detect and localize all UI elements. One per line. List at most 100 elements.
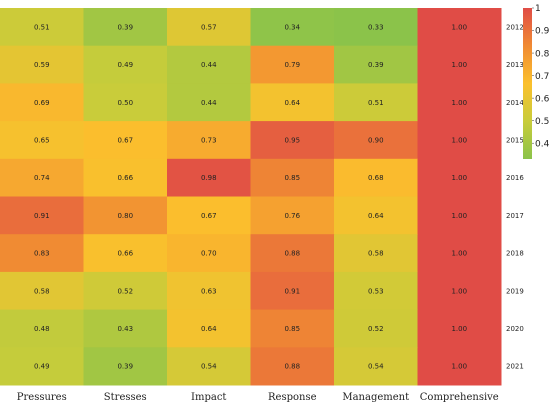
heatmap-cell	[0, 271, 84, 311]
heatmap-cell	[417, 234, 502, 273]
cell-value-label: 0.91	[34, 212, 50, 220]
heatmap-cell	[334, 45, 418, 84]
heatmap-cell	[334, 234, 418, 273]
cell-value-label: 0.98	[201, 174, 217, 182]
heatmap-cell	[83, 347, 168, 386]
cell-value-label: 0.52	[368, 325, 384, 333]
colorbar: 1 0.9 0.8 0.7 0.6 0.5 0.4	[523, 4, 550, 159]
heatmap-cell	[0, 196, 84, 235]
cell-value-label: 1.00	[451, 325, 467, 333]
heatmap-cell	[417, 196, 502, 235]
heatmap-cell	[83, 121, 168, 160]
row-tick-label: 2018	[506, 250, 524, 258]
heatmap-cell	[334, 271, 418, 311]
row-tick-label: 2021	[506, 363, 524, 371]
heatmap-cell	[83, 271, 168, 311]
heatmap-cell	[167, 158, 251, 197]
heatmap-cell	[334, 309, 418, 348]
heatmap-cell	[250, 309, 335, 348]
heatmap-cell	[83, 196, 168, 235]
heatmap-cell	[417, 121, 502, 160]
cell-value-label: 0.33	[368, 23, 384, 31]
cell-value-label: 0.88	[284, 363, 300, 371]
heatmap-cell	[334, 196, 418, 235]
row-labels: 2012 2013 2014 2015 2016 2017 2018 2019 2020 2021	[506, 23, 524, 370]
cell-value-label: 1.00	[451, 250, 467, 258]
heatmap-cell	[417, 347, 502, 386]
cell-value-label: 0.67	[201, 212, 217, 220]
cell-value-label: 0.66	[117, 174, 133, 182]
heatmap-cell	[0, 45, 84, 84]
cell-value-label: 0.68	[368, 174, 384, 182]
cell-value-label: 0.85	[284, 325, 300, 333]
cell-value-label: 0.76	[284, 212, 300, 220]
heatmap-cell	[417, 8, 502, 47]
cell-value-label: 0.54	[368, 363, 384, 371]
heatmap-cell	[0, 121, 84, 160]
heatmap-cell	[417, 83, 502, 122]
cell-value-label: 0.54	[201, 363, 217, 371]
colorbar-tick-label: 1	[535, 4, 541, 14]
heatmap-cell	[250, 271, 335, 311]
cell-value-label: 0.58	[34, 287, 50, 295]
cell-value-label: 0.80	[117, 212, 133, 220]
cell-value-label: 0.49	[34, 363, 50, 371]
cell-value-label: 0.64	[368, 212, 384, 220]
cell-value-label: 0.66	[117, 250, 133, 258]
column-tick-label: Management	[342, 392, 409, 403]
heatmap-cell	[334, 8, 418, 47]
row-tick-label: 2015	[506, 136, 524, 144]
colorbar-tick-label: 0.5	[535, 117, 549, 127]
cell-value-label: 0.67	[117, 136, 133, 144]
cell-value-label: 0.39	[117, 23, 133, 31]
cell-value-label: 0.44	[201, 99, 217, 107]
cell-value-label: 1.00	[451, 99, 467, 107]
heatmap-cell	[250, 158, 335, 197]
heatmap-cell	[83, 83, 168, 122]
cell-value-label: 0.95	[284, 136, 300, 144]
cell-value-label: 0.73	[201, 136, 217, 144]
cell-value-label: 1.00	[451, 23, 467, 31]
colorbar-gradient	[523, 8, 532, 159]
heatmap-cell	[334, 347, 418, 386]
heatmap-cells: 0.51 0.39 0.57 0.34 0.33 1.00 0.59 0.49 0.44 0.79…	[0, 8, 502, 386]
heatmap-cell	[0, 347, 84, 386]
colorbar-tick-label: 0.4	[535, 139, 550, 149]
cell-value-label: 0.88	[284, 250, 300, 258]
row-tick-label: 2012	[506, 23, 524, 31]
cell-value-label: 0.43	[117, 325, 133, 333]
heatmap-cell	[250, 45, 335, 84]
heatmap-cell	[0, 158, 84, 197]
cell-value-label: 0.91	[284, 287, 300, 295]
column-tick-label: Stresses	[104, 392, 147, 403]
heatmap-cell	[167, 234, 251, 273]
cell-value-label: 0.63	[201, 287, 217, 295]
column-tick-label: Pressures	[17, 392, 67, 403]
column-tick-label: Comprehensive	[420, 392, 499, 403]
cell-value-label: 1.00	[451, 136, 467, 144]
heatmap-cell	[250, 347, 335, 386]
row-tick-label: 2019	[506, 287, 524, 295]
row-tick-label: 2013	[506, 61, 524, 69]
cell-value-label: 0.64	[284, 99, 300, 107]
heatmap-cell	[334, 121, 418, 160]
row-tick-label: 2014	[506, 99, 524, 107]
heatmap-cell	[334, 83, 418, 122]
heatmap-cell	[0, 234, 84, 273]
cell-value-label: 1.00	[451, 61, 467, 69]
heatmap-cell	[83, 158, 168, 197]
row-tick-label: 2020	[506, 325, 524, 333]
heatmap-cell	[250, 234, 335, 273]
heatmap-cell	[167, 8, 251, 47]
cell-value-label: 1.00	[451, 287, 467, 295]
colorbar-tick-label: 0.6	[535, 94, 550, 104]
cell-value-label: 1.00	[451, 212, 467, 220]
cell-value-label: 0.79	[284, 61, 300, 69]
heatmap-cell	[334, 158, 418, 197]
cell-value-label: 0.51	[34, 23, 50, 31]
cell-value-label: 0.39	[117, 363, 133, 371]
heatmap-cell	[83, 45, 168, 84]
column-labels: Pressures Stresses Impact Response Managemen…	[17, 392, 499, 403]
colorbar-tick-label: 0.8	[535, 49, 550, 59]
